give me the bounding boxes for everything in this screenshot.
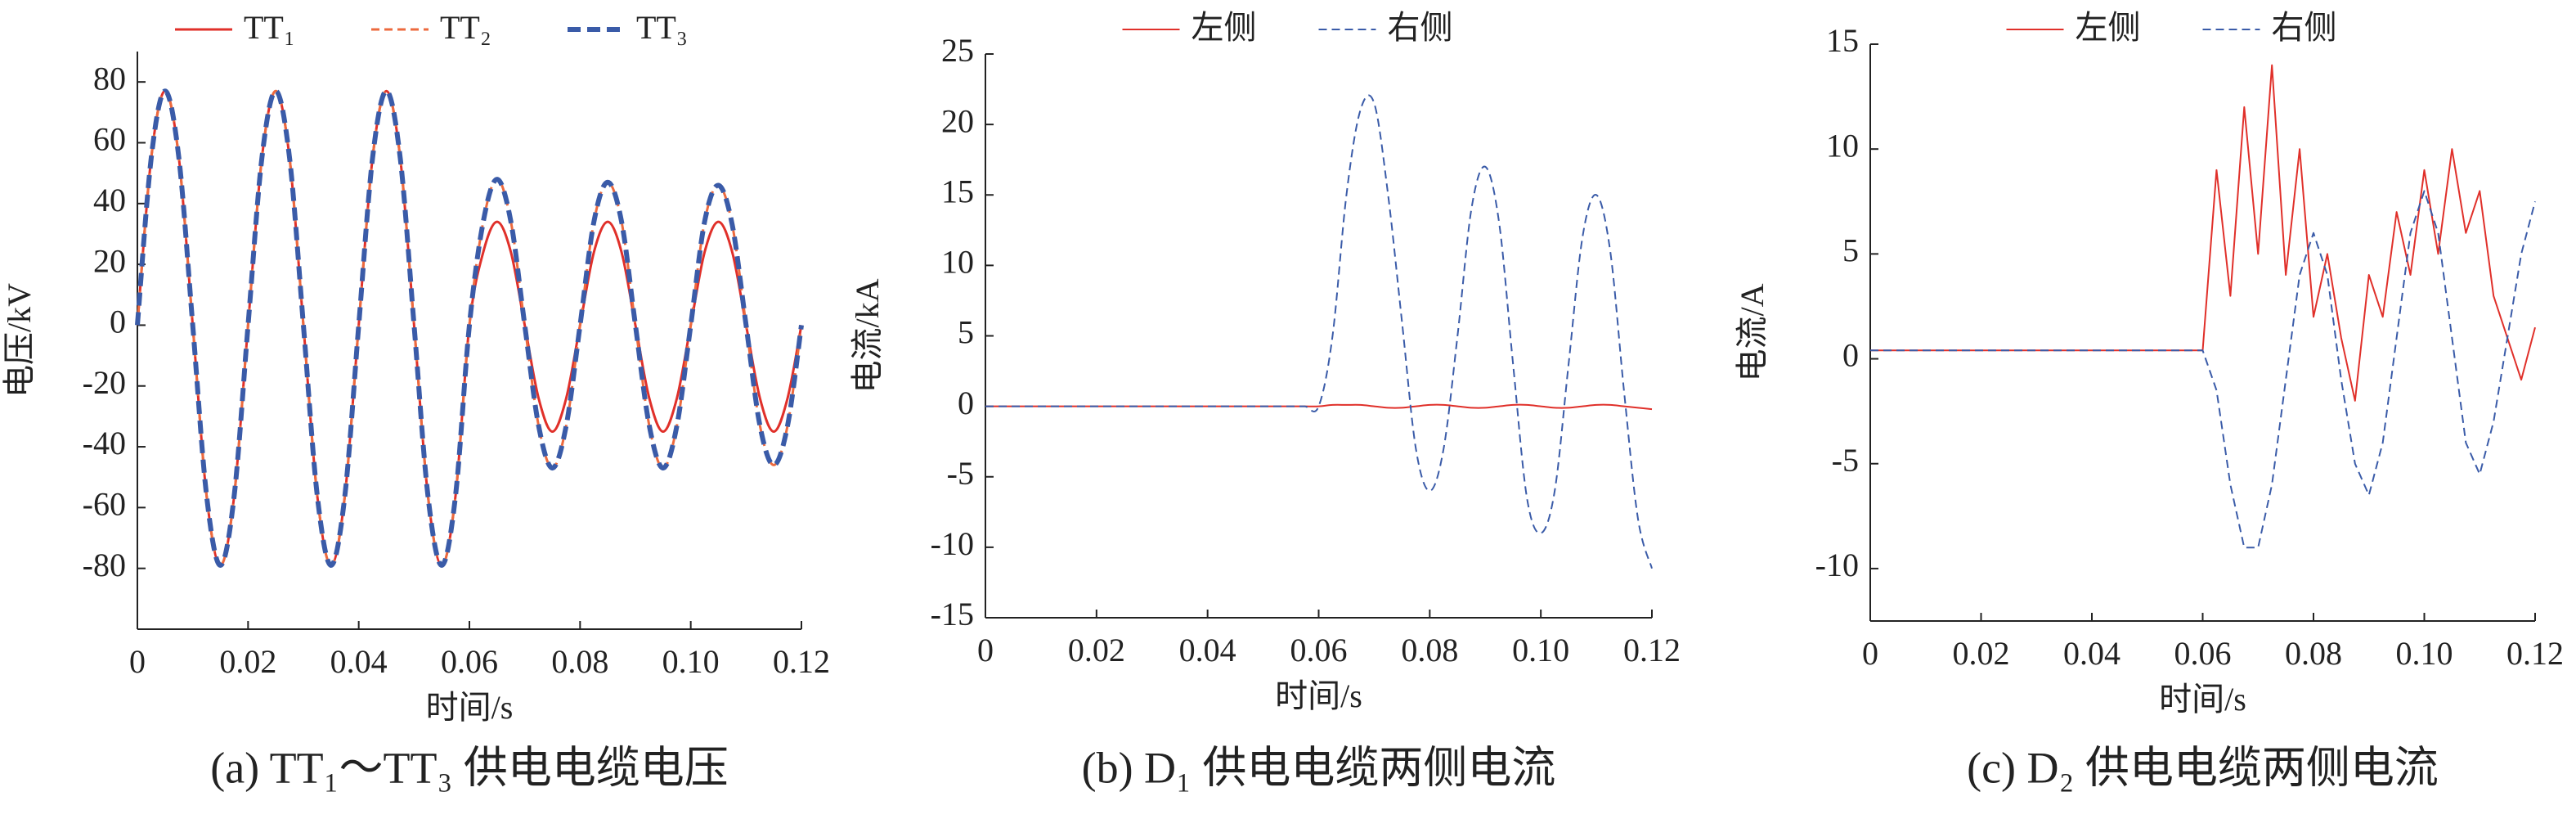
y-tick-label: 20 xyxy=(93,242,126,279)
y-axis-title: 电压/kV xyxy=(1,283,38,398)
y-tick-label: 10 xyxy=(941,244,974,281)
x-tick-label: 0.08 xyxy=(1401,632,1458,668)
caption: (a) TT₁～TT₃ 供电电缆电压 xyxy=(210,743,729,792)
y-tick-label: 60 xyxy=(93,121,126,158)
y-tick-label: 40 xyxy=(93,182,126,218)
legend-label: 左侧 xyxy=(2076,9,2141,46)
y-tick-label: 15 xyxy=(1826,22,1859,59)
caption: (c) D₂ 供电电缆两侧电流 xyxy=(1967,743,2439,792)
y-tick-label: -20 xyxy=(83,364,126,401)
legend-label: 右侧 xyxy=(1388,9,1453,46)
y-tick-label: -5 xyxy=(947,455,974,492)
y-tick-label: 5 xyxy=(1842,232,1859,269)
y-tick-label: -5 xyxy=(1832,442,1859,479)
y-tick-label: 0 xyxy=(110,304,126,340)
y-tick-label: -10 xyxy=(931,525,974,562)
legend-label: 左侧 xyxy=(1192,9,1257,46)
x-tick-label: 0.02 xyxy=(219,643,276,680)
series-line xyxy=(135,88,804,568)
y-tick-label: -10 xyxy=(1815,547,1859,583)
caption: (b) D₁ 供电电缆两侧电流 xyxy=(1082,743,1556,792)
x-tick-label: 0.12 xyxy=(773,643,830,680)
x-tick-label: 0.10 xyxy=(1512,632,1569,668)
legend-label: TT₃ xyxy=(636,9,688,46)
y-tick-label: 0 xyxy=(958,385,974,421)
x-tick-label: 0.06 xyxy=(2174,635,2232,672)
legend-label: 右侧 xyxy=(2272,9,2337,46)
y-tick-label: 0 xyxy=(1842,337,1859,374)
x-tick-label: 0.10 xyxy=(2396,635,2453,672)
y-tick-label: -80 xyxy=(83,547,126,583)
legend-label: TT₂ xyxy=(440,9,491,46)
y-axis-title: 电流/kA xyxy=(849,278,886,393)
x-axis-title: 时间/s xyxy=(426,689,514,726)
series-line xyxy=(985,94,1653,569)
x-tick-label: 0.02 xyxy=(1068,632,1125,668)
y-tick-label: 80 xyxy=(93,60,126,97)
y-tick-label: -15 xyxy=(931,596,974,632)
y-tick-label: 5 xyxy=(958,314,974,351)
x-tick-label: 0.04 xyxy=(2063,635,2120,672)
x-tick-label: 0.06 xyxy=(1290,632,1348,668)
y-tick-label: 10 xyxy=(1826,127,1859,164)
y-tick-label: -60 xyxy=(83,486,126,523)
y-tick-label: 25 xyxy=(941,32,974,69)
x-tick-label: 0 xyxy=(977,632,994,668)
x-axis-title: 时间/s xyxy=(2159,681,2246,718)
x-tick-label: 0.12 xyxy=(2506,635,2564,672)
x-tick-label: 0 xyxy=(129,643,146,680)
x-tick-label: 0.04 xyxy=(1179,632,1236,668)
y-axis-title: 电流/A xyxy=(1734,283,1770,381)
x-tick-label: 0 xyxy=(1862,635,1878,672)
y-tick-label: 20 xyxy=(941,102,974,139)
x-tick-label: 0.08 xyxy=(2285,635,2342,672)
x-tick-label: 0.12 xyxy=(1623,632,1681,668)
x-axis-title: 时间/s xyxy=(1275,677,1362,714)
legend-label: TT₁ xyxy=(244,9,295,46)
x-tick-label: 0.10 xyxy=(662,643,720,680)
x-tick-label: 0.02 xyxy=(1953,635,2010,672)
y-tick-label: 15 xyxy=(941,173,974,209)
x-tick-label: 0.08 xyxy=(551,643,608,680)
x-tick-label: 0.04 xyxy=(330,643,388,680)
series-line xyxy=(1870,190,2536,549)
x-tick-label: 0.06 xyxy=(441,643,498,680)
y-tick-label: -40 xyxy=(83,425,126,461)
series-line xyxy=(985,403,1653,411)
